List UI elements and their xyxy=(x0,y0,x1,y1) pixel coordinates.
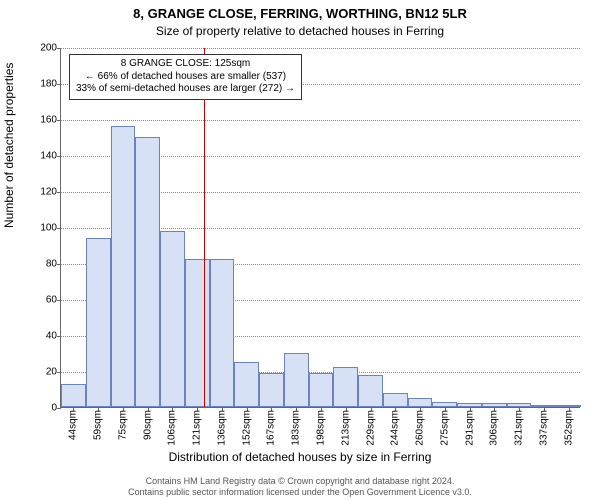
plot-area: 02040608010012014016018020044sqm59sqm75s… xyxy=(60,48,580,408)
annotation-line: ← 66% of detached houses are smaller (53… xyxy=(76,71,295,84)
ytick-mark xyxy=(57,336,61,337)
y-axis-label: Number of detached properties xyxy=(2,63,16,228)
x-axis-label: Distribution of detached houses by size … xyxy=(0,450,600,464)
ytick-mark xyxy=(57,156,61,157)
xtick-label: 44sqm xyxy=(68,410,79,440)
histogram-bar xyxy=(383,393,408,407)
xtick-label: 244sqm xyxy=(390,410,401,446)
ytick-mark xyxy=(57,264,61,265)
xtick-label: 121sqm xyxy=(192,410,203,446)
xtick-label: 337sqm xyxy=(538,410,549,446)
xtick-label: 75sqm xyxy=(117,410,128,440)
xtick-label: 352sqm xyxy=(563,410,574,446)
grid-line xyxy=(61,120,580,121)
xtick-label: 167sqm xyxy=(266,410,277,446)
ytick-mark xyxy=(57,300,61,301)
ytick-label: 120 xyxy=(40,187,57,198)
xtick-label: 183sqm xyxy=(291,410,302,446)
ytick-mark xyxy=(57,84,61,85)
histogram-bar xyxy=(86,238,111,407)
histogram-bar xyxy=(408,398,433,407)
annotation-line: 33% of semi-detached houses are larger (… xyxy=(76,83,295,96)
xtick-label: 229sqm xyxy=(365,410,376,446)
histogram-bar xyxy=(111,126,136,407)
ytick-mark xyxy=(57,408,61,409)
ytick-mark xyxy=(57,120,61,121)
xtick-label: 321sqm xyxy=(514,410,525,446)
chart-title: 8, GRANGE CLOSE, FERRING, WORTHING, BN12… xyxy=(0,6,600,21)
ytick-label: 60 xyxy=(46,295,57,306)
xtick-label: 198sqm xyxy=(316,410,327,446)
histogram-bar xyxy=(61,384,86,407)
ytick-label: 200 xyxy=(40,43,57,54)
histogram-bar xyxy=(185,259,210,407)
histogram-bar xyxy=(259,373,284,407)
footer-line-2: Contains public sector information licen… xyxy=(0,487,600,498)
reference-line xyxy=(204,48,205,407)
grid-line xyxy=(61,48,580,49)
histogram-bar xyxy=(358,375,383,407)
histogram-bar xyxy=(210,259,235,407)
xtick-label: 106sqm xyxy=(167,410,178,446)
footer-line-1: Contains HM Land Registry data © Crown c… xyxy=(0,476,600,487)
ytick-label: 0 xyxy=(51,403,57,414)
xtick-label: 152sqm xyxy=(241,410,252,446)
histogram-bar xyxy=(309,373,334,407)
ytick-label: 160 xyxy=(40,115,57,126)
histogram-bar xyxy=(284,353,309,407)
ytick-label: 80 xyxy=(46,259,57,270)
ytick-mark xyxy=(57,228,61,229)
xtick-label: 59sqm xyxy=(93,410,104,440)
xtick-label: 291sqm xyxy=(464,410,475,446)
histogram-bar xyxy=(160,231,185,407)
xtick-label: 90sqm xyxy=(142,410,153,440)
xtick-label: 136sqm xyxy=(216,410,227,446)
ytick-label: 40 xyxy=(46,331,57,342)
xtick-label: 306sqm xyxy=(489,410,500,446)
histogram-bar xyxy=(333,367,358,407)
plot-inner: 02040608010012014016018020044sqm59sqm75s… xyxy=(60,48,580,408)
chart-container: 8, GRANGE CLOSE, FERRING, WORTHING, BN12… xyxy=(0,0,600,500)
annotation-box: 8 GRANGE CLOSE: 125sqm← 66% of detached … xyxy=(69,54,302,100)
ytick-label: 140 xyxy=(40,151,57,162)
histogram-bar xyxy=(135,137,160,407)
ytick-label: 100 xyxy=(40,223,57,234)
xtick-label: 275sqm xyxy=(439,410,450,446)
ytick-label: 20 xyxy=(46,367,57,378)
ytick-label: 180 xyxy=(40,79,57,90)
ytick-mark xyxy=(57,48,61,49)
histogram-bar xyxy=(234,362,259,407)
ytick-mark xyxy=(57,372,61,373)
xtick-label: 260sqm xyxy=(415,410,426,446)
ytick-mark xyxy=(57,192,61,193)
xtick-label: 213sqm xyxy=(340,410,351,446)
footer-text: Contains HM Land Registry data © Crown c… xyxy=(0,476,600,498)
chart-subtitle: Size of property relative to detached ho… xyxy=(0,24,600,38)
annotation-line: 8 GRANGE CLOSE: 125sqm xyxy=(76,58,295,71)
